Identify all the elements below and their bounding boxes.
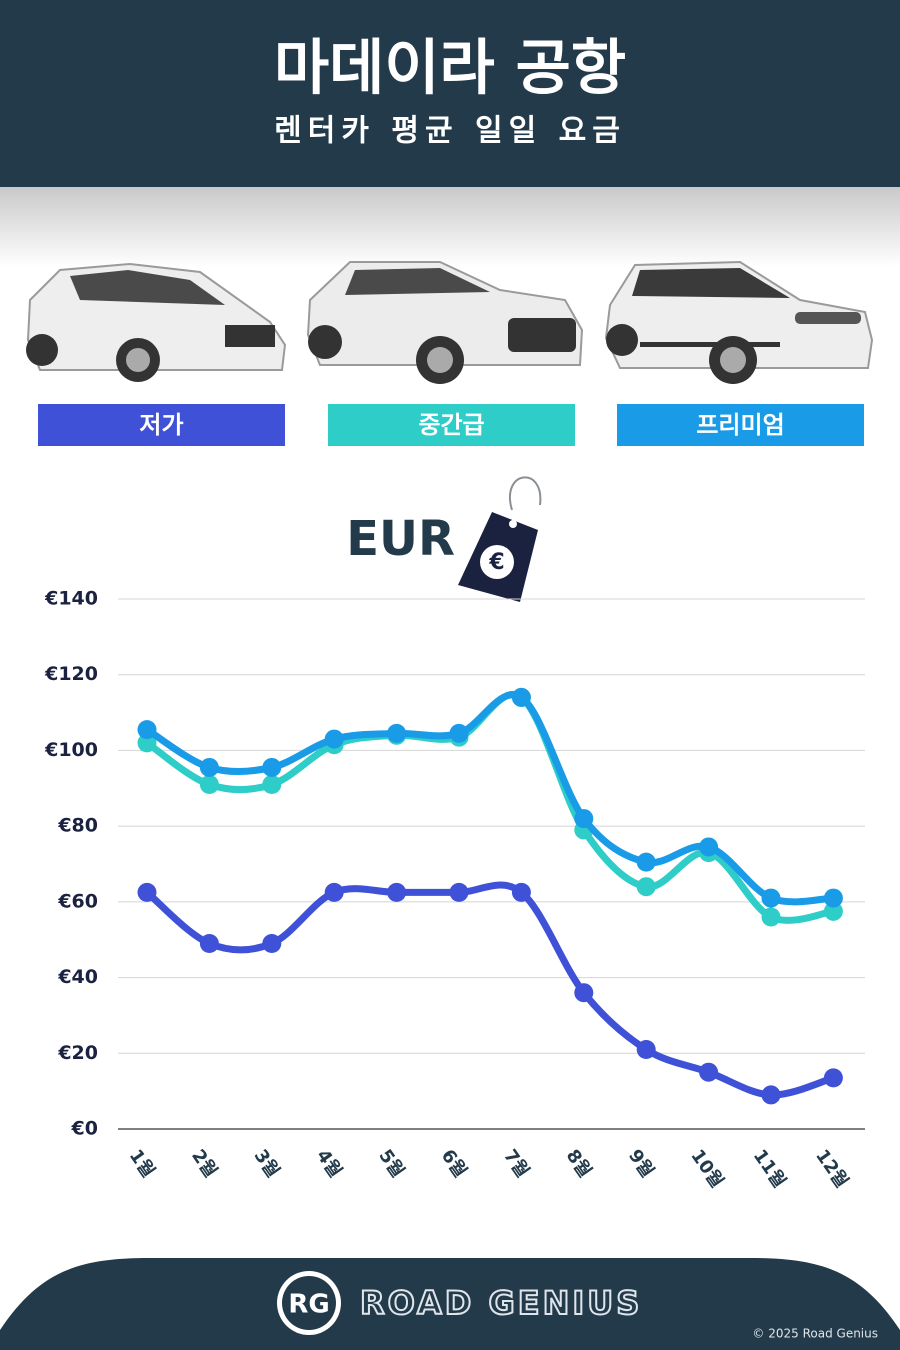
x-tick-label: 8월 [562,1146,596,1182]
car-midsize [306,261,584,384]
y-tick-label: €0 [71,1118,98,1140]
data-point [511,687,531,707]
x-tick-label: 9월 [624,1146,658,1182]
x-tick-label: 4월 [312,1146,346,1182]
data-point [262,934,282,953]
title: 마데이라 공항 [274,34,626,104]
data-point [761,888,781,908]
price-tag [458,476,542,602]
data-point [823,1068,843,1088]
data-point [262,775,282,794]
data-point [262,757,282,777]
data-point [761,907,781,927]
x-tick-label: 6월 [437,1146,471,1182]
x-tick-label: 1월 [125,1146,159,1182]
data-point [387,723,407,743]
car-premium [604,260,874,384]
data-point [574,809,594,829]
data-point [324,882,344,902]
tag-symbol: € [488,550,504,575]
legend-label: 프리미엄 [696,411,784,439]
y-tick-label: €100 [44,739,98,761]
data-point [823,901,843,921]
x-tick-label: 12월 [811,1146,852,1192]
currency-label: EUR [346,511,455,567]
data-point [449,723,469,743]
data-point [324,729,344,749]
legend-label: 저가 [139,411,183,439]
brand-name: ROAD GENIUS [360,1284,642,1322]
x-tick-label: 11월 [749,1146,790,1192]
data-point [137,720,157,740]
y-tick-label: €60 [57,890,98,912]
footer-band [0,1258,900,1350]
data-point [199,757,219,777]
data-point [511,882,531,902]
subtitle: 렌터카 평균 일일 요금 [274,114,626,149]
logo-disc [282,1276,336,1330]
logo-text: RG [288,1290,329,1320]
y-tick-label: €80 [57,815,98,837]
header-shadow [0,187,900,267]
data-point [636,852,656,872]
x-tick-label: 10월 [686,1146,727,1192]
x-tick-label: 2월 [187,1146,221,1182]
y-tick-label: €120 [44,663,98,685]
copyright: © 2025 Road Genius [752,1327,878,1341]
data-point [199,934,219,953]
header-band [0,0,900,187]
data-point [699,837,719,857]
legend-swatch [617,404,864,446]
y-tick-label: €20 [57,1042,98,1064]
legend-swatch [38,404,285,446]
data-point [387,882,407,902]
data-point [636,1040,656,1059]
series-line [143,881,837,1099]
data-point [449,882,469,902]
data-point [137,733,157,753]
data-point [699,1062,719,1082]
x-tick-label: 5월 [374,1146,408,1182]
y-tick-label: €140 [44,588,98,610]
data-point [761,1085,781,1105]
data-point [137,882,157,902]
data-point [823,888,843,908]
data-point [574,983,594,1003]
x-tick-label: 7월 [499,1146,533,1182]
x-tick-label: 3월 [250,1146,284,1182]
y-tick-label: €40 [57,966,98,988]
data-point [199,775,219,794]
car-economy [26,262,287,382]
data-point [636,877,656,897]
legend-label: 중간급 [418,411,484,439]
legend-swatch [328,404,575,446]
